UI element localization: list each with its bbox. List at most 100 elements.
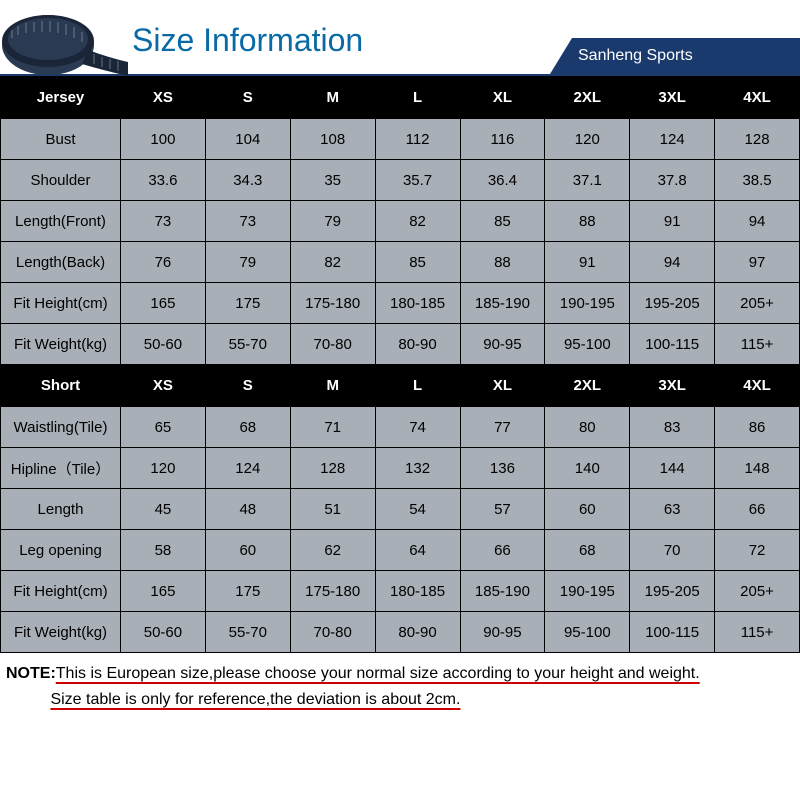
cell: 136 — [460, 448, 545, 489]
cell: 62 — [290, 530, 375, 571]
size-header: XS — [121, 365, 206, 407]
cell: 190-195 — [545, 283, 630, 324]
cell: 82 — [375, 201, 460, 242]
cell: 70-80 — [290, 324, 375, 365]
cell: 175-180 — [290, 571, 375, 612]
row-label: Fit Weight(kg) — [1, 324, 121, 365]
cell: 70 — [630, 530, 715, 571]
size-header: L — [375, 77, 460, 119]
size-header: 3XL — [630, 365, 715, 407]
cell: 77 — [460, 407, 545, 448]
cell: 180-185 — [375, 571, 460, 612]
cell: 72 — [715, 530, 800, 571]
cell: 60 — [205, 530, 290, 571]
cell: 54 — [375, 489, 460, 530]
cell: 205+ — [715, 283, 800, 324]
cell: 88 — [545, 201, 630, 242]
cell: 95-100 — [545, 324, 630, 365]
table-row: Length(Front)7373798285889194 — [1, 201, 800, 242]
cell: 132 — [375, 448, 460, 489]
size-header: 4XL — [715, 77, 800, 119]
row-label: Length(Front) — [1, 201, 121, 242]
row-label: Shoulder — [1, 160, 121, 201]
cell: 185-190 — [460, 283, 545, 324]
size-tables: JerseyXSSMLXL2XL3XL4XLBust10010410811211… — [0, 76, 800, 653]
cell: 68 — [545, 530, 630, 571]
cell: 94 — [715, 201, 800, 242]
cell: 64 — [375, 530, 460, 571]
cell: 71 — [290, 407, 375, 448]
cell: 115+ — [715, 612, 800, 653]
cell: 66 — [715, 489, 800, 530]
cell: 60 — [545, 489, 630, 530]
note-block: NOTE:This is European size,please choose… — [0, 653, 800, 716]
cell: 128 — [290, 448, 375, 489]
row-label: Hipline（Tile） — [1, 448, 121, 489]
cell: 120 — [545, 119, 630, 160]
cell: 50-60 — [121, 612, 206, 653]
cell: 104 — [205, 119, 290, 160]
cell: 66 — [460, 530, 545, 571]
cell: 35.7 — [375, 160, 460, 201]
cell: 58 — [121, 530, 206, 571]
page-title: Size Information — [132, 22, 363, 59]
cell: 180-185 — [375, 283, 460, 324]
table-row: Length(Back)7679828588919497 — [1, 242, 800, 283]
cell: 205+ — [715, 571, 800, 612]
cell: 48 — [205, 489, 290, 530]
row-label: Leg opening — [1, 530, 121, 571]
cell: 79 — [290, 201, 375, 242]
size-header: XL — [460, 365, 545, 407]
cell: 91 — [545, 242, 630, 283]
cell: 90-95 — [460, 324, 545, 365]
cell: 80-90 — [375, 324, 460, 365]
cell: 68 — [205, 407, 290, 448]
section-name: Jersey — [1, 77, 121, 119]
row-label: Bust — [1, 119, 121, 160]
cell: 175-180 — [290, 283, 375, 324]
cell: 97 — [715, 242, 800, 283]
row-label: Length(Back) — [1, 242, 121, 283]
cell: 148 — [715, 448, 800, 489]
size-header: 2XL — [545, 77, 630, 119]
table-row: Bust100104108112116120124128 — [1, 119, 800, 160]
table-row: Shoulder33.634.33535.736.437.137.838.5 — [1, 160, 800, 201]
cell: 80 — [545, 407, 630, 448]
cell: 144 — [630, 448, 715, 489]
cell: 38.5 — [715, 160, 800, 201]
cell: 63 — [630, 489, 715, 530]
cell: 83 — [630, 407, 715, 448]
table-row: Waistling(Tile)6568717477808386 — [1, 407, 800, 448]
note-line-2: Size table is only for reference,the dev… — [50, 691, 460, 708]
cell: 57 — [460, 489, 545, 530]
cell: 165 — [121, 283, 206, 324]
cell: 37.1 — [545, 160, 630, 201]
cell: 175 — [205, 571, 290, 612]
cell: 55-70 — [205, 612, 290, 653]
table-row: Fit Weight(kg)50-6055-7070-8080-9090-959… — [1, 324, 800, 365]
table-row: Length4548515457606366 — [1, 489, 800, 530]
cell: 34.3 — [205, 160, 290, 201]
cell: 116 — [460, 119, 545, 160]
cell: 73 — [205, 201, 290, 242]
cell: 85 — [375, 242, 460, 283]
brand-label: Sanheng Sports — [550, 38, 800, 74]
cell: 37.8 — [630, 160, 715, 201]
row-label: Fit Weight(kg) — [1, 612, 121, 653]
cell: 85 — [460, 201, 545, 242]
cell: 120 — [121, 448, 206, 489]
cell: 95-100 — [545, 612, 630, 653]
cell: 79 — [205, 242, 290, 283]
cell: 190-195 — [545, 571, 630, 612]
cell: 128 — [715, 119, 800, 160]
cell: 74 — [375, 407, 460, 448]
size-header: 4XL — [715, 365, 800, 407]
size-header: S — [205, 77, 290, 119]
table-row: Fit Height(cm)165175175-180180-185185-19… — [1, 571, 800, 612]
cell: 86 — [715, 407, 800, 448]
cell: 100-115 — [630, 324, 715, 365]
cell: 165 — [121, 571, 206, 612]
cell: 115+ — [715, 324, 800, 365]
row-label: Fit Height(cm) — [1, 283, 121, 324]
cell: 51 — [290, 489, 375, 530]
